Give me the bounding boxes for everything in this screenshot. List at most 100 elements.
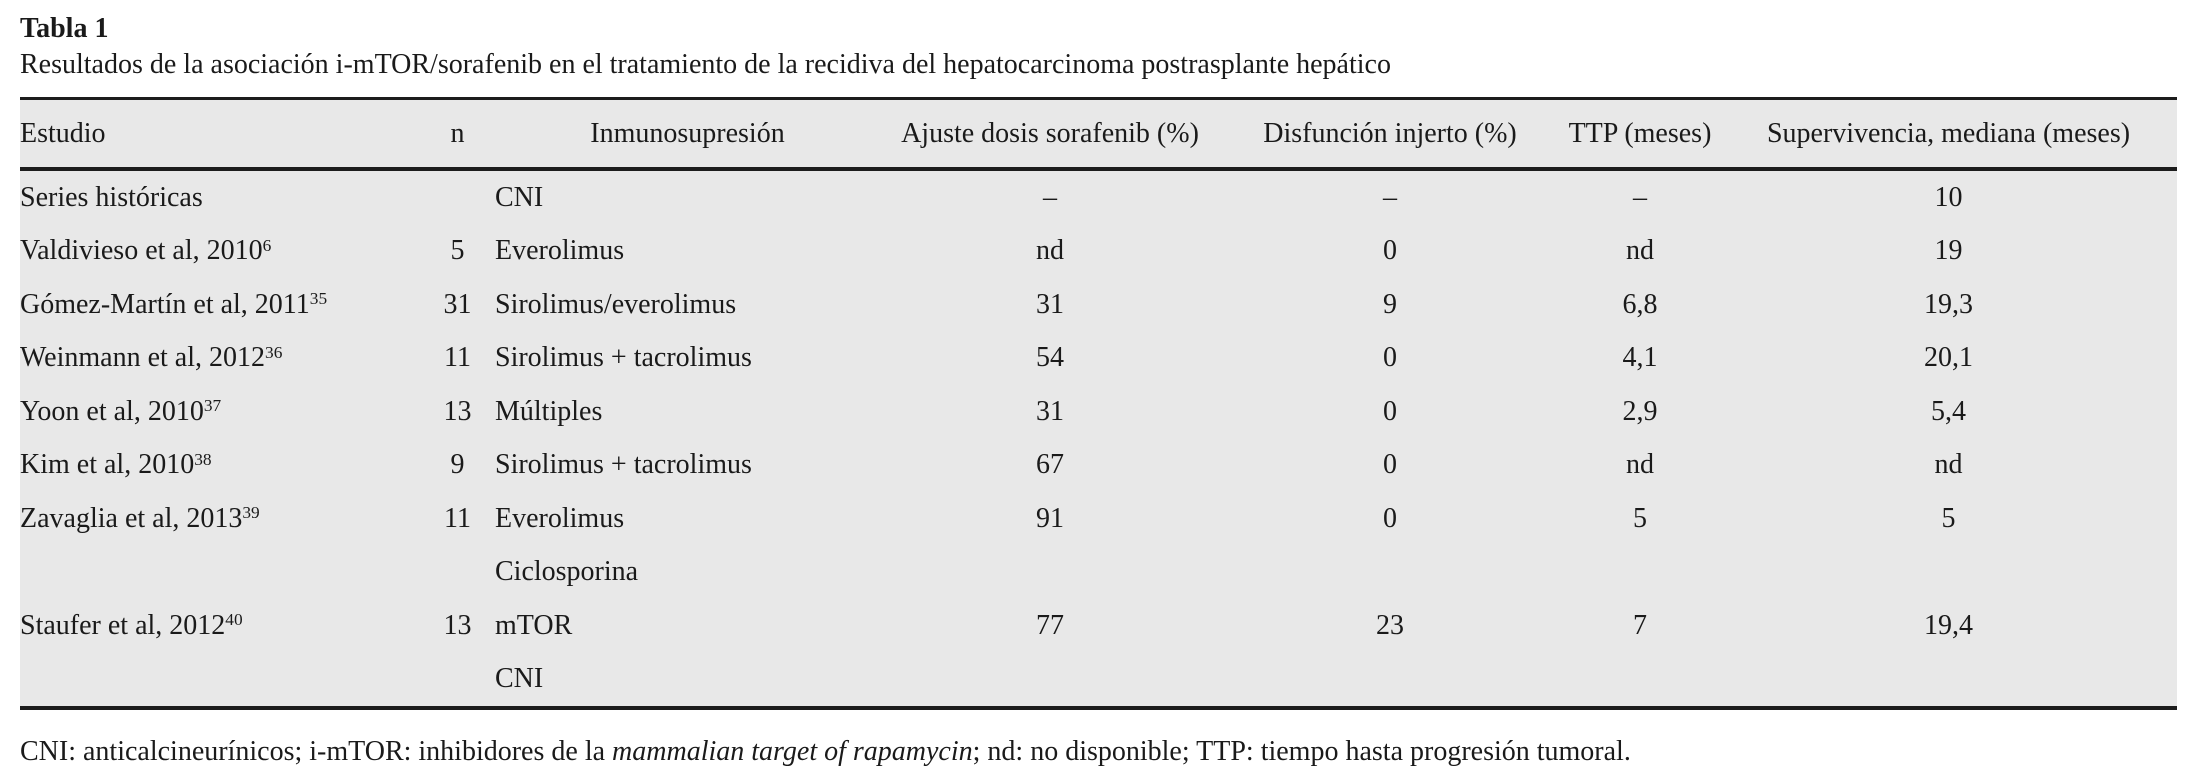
cell-supervivencia: 20,1: [1924, 342, 1973, 374]
cell-inmunosupresion: Everolimus: [495, 235, 625, 267]
cell-inmunosupresion: Sirolimus/everolimus: [495, 288, 737, 320]
cell-ajuste: 54: [1036, 342, 1064, 374]
table-row: Yoon et al, 201037 13 Múltiples 31 0 2,9 5,4: [20, 385, 2177, 439]
cell-supervivencia: 19: [1934, 235, 1963, 267]
cell-inmunosupresion: Sirolimus + tacrolimus: [495, 449, 752, 481]
cell-ttp: 7: [1633, 609, 1647, 641]
cell-inmunosupresion: CNI: [495, 181, 544, 213]
cell-inmunosupresion: Everolimus: [495, 502, 625, 534]
cell-ajuste: 77: [1036, 609, 1064, 641]
cell-disfuncion: –: [1383, 181, 1397, 213]
table-footnote: CNI: anticalcineurínicos; i-mTOR: inhibi…: [20, 735, 1631, 769]
footnote-text-post: ; nd: no disponible; TTP: tiempo hasta p…: [972, 736, 1631, 767]
column-header-ttp: TTP (meses): [1560, 98, 1720, 171]
cell-n: 13: [443, 609, 472, 641]
column-header-ajuste-dosis: Ajuste dosis sorafenib (%): [880, 98, 1220, 171]
cell-ttp: nd: [1626, 235, 1654, 267]
reference-superscript: 6: [262, 235, 272, 255]
cell-disfuncion: [1220, 546, 1560, 600]
cell-supervivencia: 5: [1941, 502, 1956, 534]
table-caption: Resultados de la asociación i-mTOR/soraf…: [20, 49, 1391, 80]
table-row: Staufer et al, 201240 13 mTOR 77 23 7 19,4: [20, 599, 2177, 653]
cell-ajuste: [880, 546, 1220, 600]
reference-superscript: 35: [309, 289, 328, 309]
cell-supervivencia: 19,4: [1924, 609, 1973, 641]
cell-ttp: [1560, 653, 1720, 709]
table-row: Zavaglia et al, 201339 11 Everolimus 91 0 5 5: [20, 492, 2177, 546]
cell-ttp: 2,9: [1622, 395, 1658, 427]
cell-n: 11: [444, 342, 471, 374]
cell-inmunosupresion: Múltiples: [495, 395, 603, 427]
table-label: Tabla 1: [20, 13, 109, 44]
cell-ttp: 6,8: [1622, 288, 1658, 320]
cell-supervivencia: 10: [1934, 181, 1963, 213]
header-row: Estudio n Inmunosupresión Ajuste dosis s…: [20, 98, 2177, 171]
cell-ttp: 5: [1633, 502, 1647, 534]
cell-n: 9: [450, 449, 465, 481]
cell-ajuste: 31: [1036, 288, 1064, 320]
table-row: Valdivieso et al, 20106 5 Everolimus nd 0 nd 1…: [20, 225, 2177, 279]
cell-ttp: [1560, 546, 1720, 600]
column-header-estudio: Estudio: [20, 98, 420, 171]
cell-ttp: –: [1633, 181, 1647, 213]
cell-ajuste: –: [1043, 181, 1057, 213]
cell-ttp: nd: [1626, 449, 1654, 481]
cell-estudio: Weinmann et al, 201236: [20, 342, 283, 374]
table-row: Kim et al, 201038 9 Sirolimus + tacrolimus…: [20, 439, 2177, 493]
cell-estudio: Yoon et al, 201037: [20, 395, 222, 427]
cell-disfuncion: [1220, 653, 1560, 709]
cell-estudio: Staufer et al, 201240: [20, 609, 243, 641]
column-header-disfuncion-injerto: Disfunción injerto (%): [1220, 98, 1560, 171]
cell-ajuste: 67: [1036, 449, 1064, 481]
cell-n: [420, 546, 495, 600]
cell-disfuncion: 0: [1383, 342, 1397, 374]
table-row: Weinmann et al, 201236 11 Sirolimus + tacr…: [20, 332, 2177, 386]
table-row: Ciclosporina: [20, 546, 2177, 600]
reference-superscript: 38: [194, 449, 212, 469]
results-table: Estudio n Inmunosupresión Ajuste dosis s…: [20, 97, 2177, 710]
cell-supervivencia: [1720, 653, 2177, 709]
cell-inmunosupresion: mTOR: [495, 609, 573, 641]
table-row: CNI: [20, 653, 2177, 709]
cell-inmunosupresion: CNI: [495, 663, 544, 695]
cell-estudio: Zavaglia et al, 201339: [20, 502, 260, 534]
reference-superscript: 37: [203, 396, 222, 416]
reference-superscript: 40: [225, 610, 243, 630]
cell-inmunosupresion: Ciclosporina: [495, 556, 639, 588]
cell-disfuncion: 23: [1376, 609, 1404, 641]
cell-inmunosupresion: Sirolimus + tacrolimus: [495, 342, 752, 374]
cell-disfuncion: 0: [1383, 235, 1397, 267]
table-row: Gómez-Martín et al, 201135 31 Sirolimus/ev…: [20, 278, 2177, 332]
cell-supervivencia: 5,4: [1931, 395, 1966, 427]
cell-ajuste: [880, 653, 1220, 709]
column-header-inmunosupresion: Inmunosupresión: [495, 98, 880, 171]
reference-superscript: 36: [265, 342, 283, 362]
cell-supervivencia: [1720, 546, 2177, 600]
cell-n: 11: [444, 502, 471, 534]
cell-estudio: Gómez-Martín et al, 201135: [20, 288, 328, 320]
table-body: Series históricas CNI – – – 10 Valdivieso et a…: [20, 169, 2177, 708]
column-header-supervivencia: Supervivencia, mediana (meses): [1720, 98, 2177, 171]
cell-n: 13: [443, 395, 472, 427]
reference-superscript: 39: [242, 503, 260, 523]
table-row: Series históricas CNI – – – 10: [20, 169, 2177, 225]
cell-ajuste: 91: [1036, 502, 1064, 534]
cell-estudio: [20, 653, 420, 709]
cell-ajuste: nd: [1036, 235, 1064, 267]
cell-supervivencia: nd: [1934, 449, 1963, 481]
cell-estudio: Valdivieso et al, 20106: [20, 235, 272, 267]
column-header-n: n: [420, 98, 495, 171]
footnote-text-pre: CNI: anticalcineurínicos; i-mTOR: inhibi…: [20, 736, 613, 767]
footnote-italic-term: mammalian target of rapamycin: [612, 736, 973, 767]
cell-n: [420, 169, 495, 225]
cell-disfuncion: 9: [1383, 288, 1397, 320]
cell-disfuncion: 0: [1383, 395, 1397, 427]
cell-n: [420, 653, 495, 709]
cell-supervivencia: 19,3: [1924, 288, 1973, 320]
cell-n: 5: [450, 235, 465, 267]
cell-disfuncion: 0: [1383, 449, 1397, 481]
cell-n: 31: [443, 288, 472, 320]
cell-estudio: Series históricas: [20, 181, 203, 213]
cell-estudio: [20, 546, 420, 600]
